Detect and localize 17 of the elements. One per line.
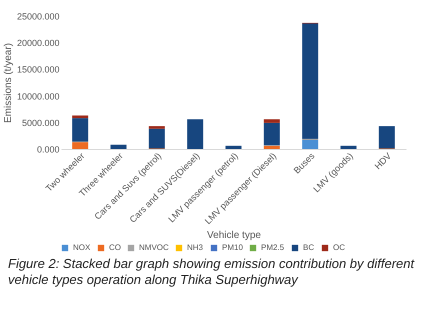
y-tick-label: 10000.000 [16,91,60,102]
y-tick-label: 0.000 [36,144,60,154]
x-axis-title: Vehicle type [207,230,262,242]
caption: Figure 2: Stacked bar graph showing emission contribution by different vehicle types operation along Thika Superhighway [8,256,416,288]
legend-label: PM10 [222,243,244,252]
legend-label: BC [303,243,314,252]
legend-label: OC [333,243,346,252]
y-tick-label: 25000.000 [16,12,60,22]
y-tick-label: 20000.000 [16,38,60,48]
y-tick-label: 15000.000 [16,64,60,75]
legend-label: NOX [73,243,91,252]
y-tick-label: 5000.000 [22,118,60,128]
legend-label: PM2.5 [261,243,285,252]
legend-label: CO [109,243,121,252]
y-axis-title: Emissions (t/year) [2,42,14,124]
legend-label: NMVOC [139,243,169,252]
legend-label: NH3 [187,243,204,252]
